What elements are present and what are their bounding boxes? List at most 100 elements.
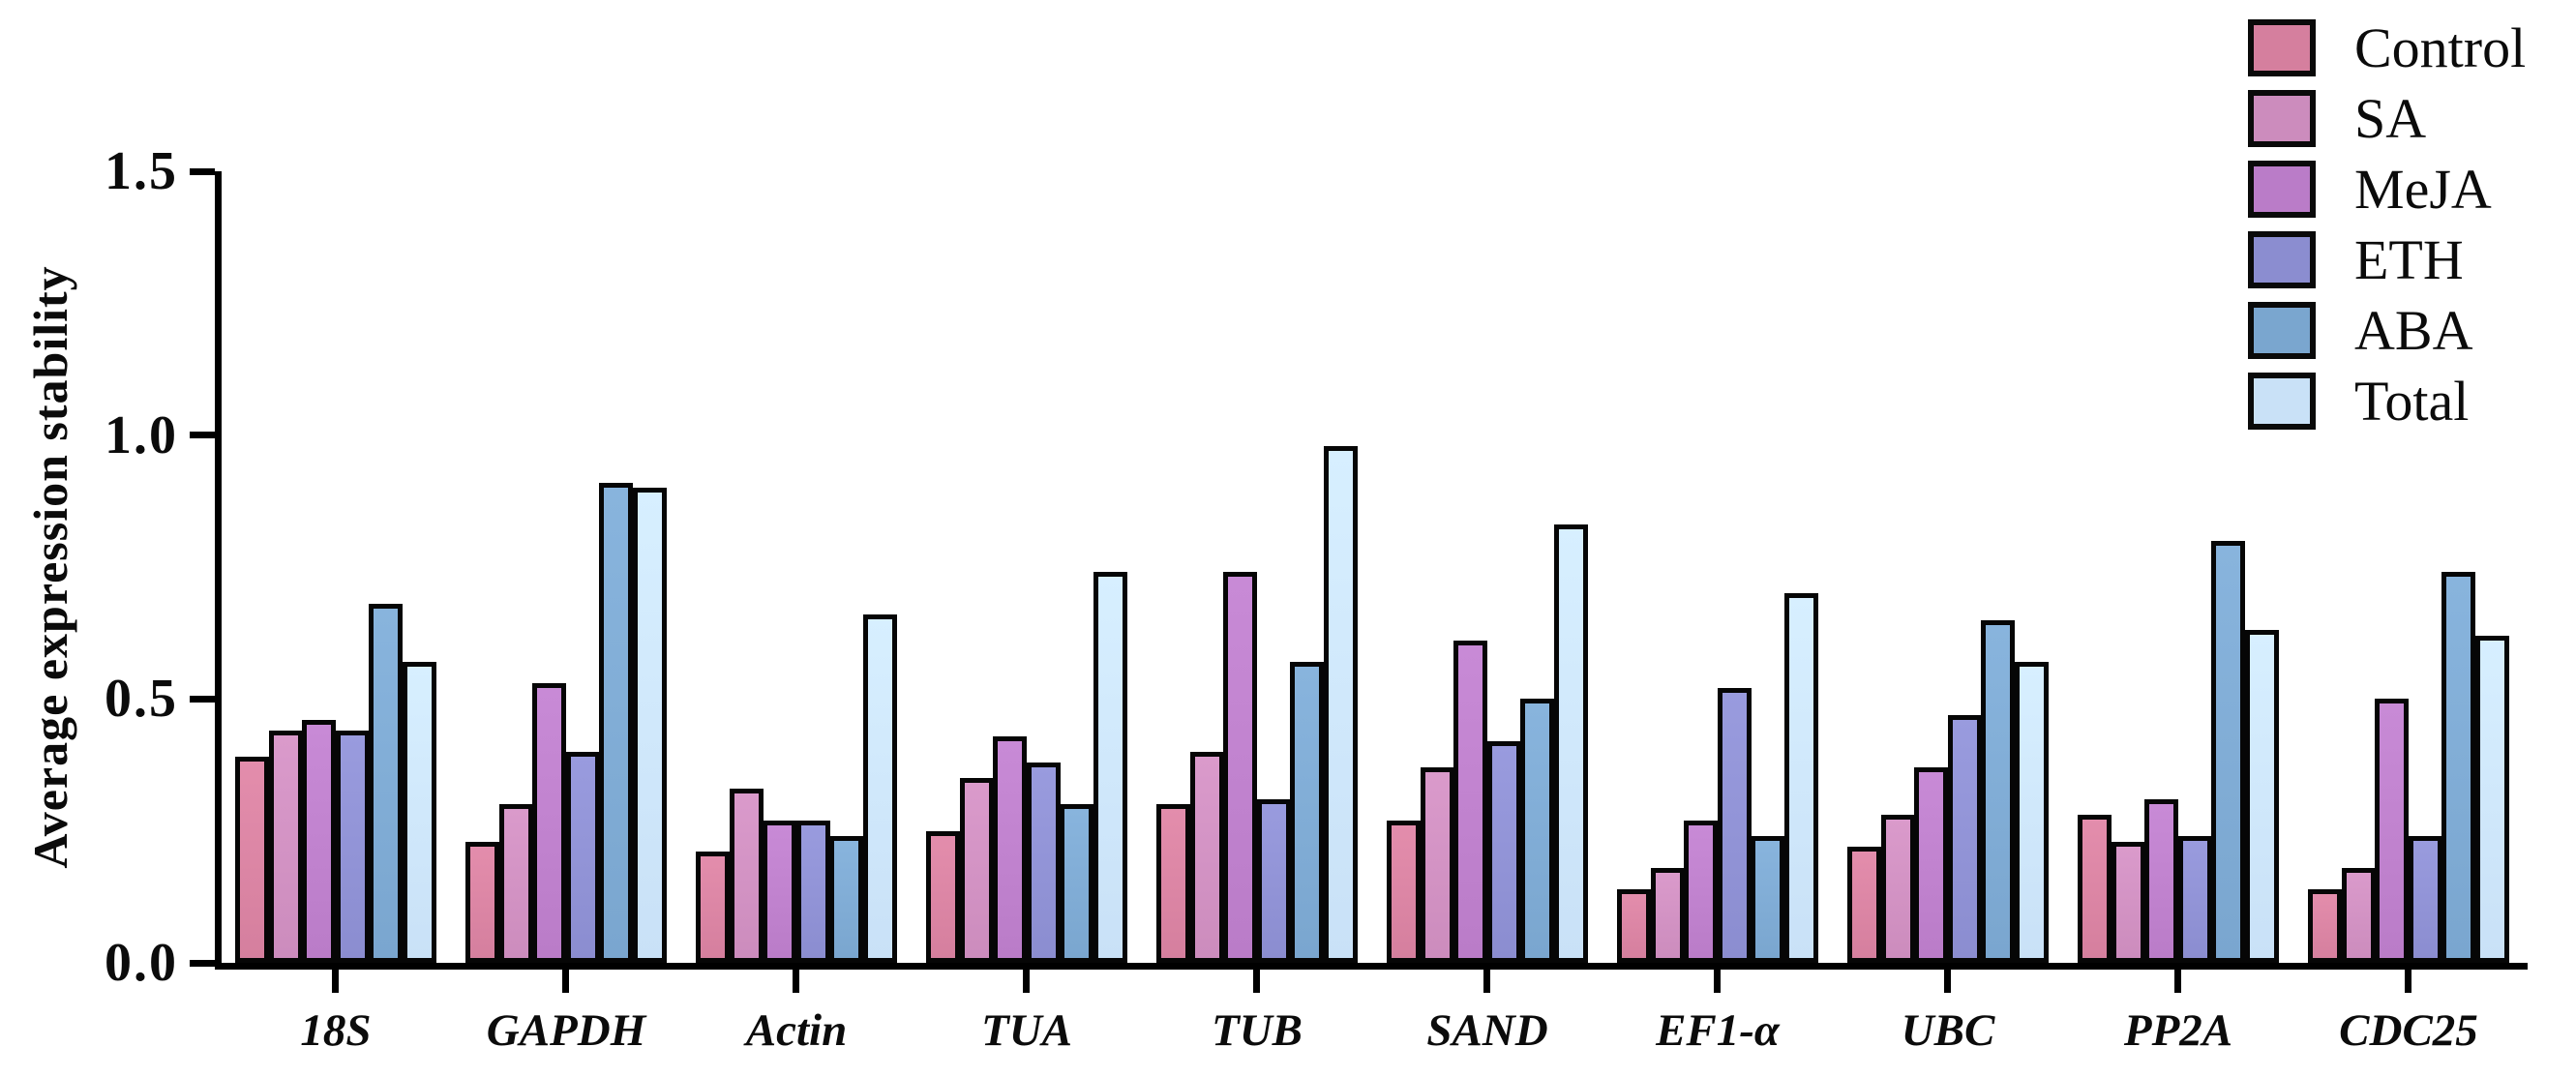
legend-label-Control: Control	[2354, 16, 2527, 79]
bar-UBC-ETH	[1948, 715, 1982, 963]
y-axis-title: Average expression stability	[23, 265, 77, 869]
legend-label-ETH: ETH	[2354, 228, 2464, 291]
legend-row-ABA: ABA	[2248, 299, 2526, 362]
bar-CDC25-MeJA	[2375, 699, 2409, 963]
bar-TUA-MeJA	[993, 736, 1027, 963]
bar-GAPDH-MeJA	[532, 683, 566, 963]
bar-UBC-SA	[1881, 815, 1915, 963]
bar-SAND-MeJA	[1453, 641, 1487, 963]
x-label-18S: 18S	[300, 1005, 372, 1056]
bar-SAND-Total	[1554, 524, 1588, 963]
y-tick-label-0.5: 0.5	[105, 669, 178, 729]
bar-PP2A-ETH	[2178, 836, 2212, 963]
x-tick-EF1-α	[1714, 970, 1721, 993]
bar-TUA-Total	[1093, 572, 1127, 963]
bar-GAPDH-ETH	[566, 752, 600, 963]
bar-SAND-ABA	[1520, 699, 1554, 963]
bar-UBC-Control	[1847, 847, 1881, 963]
bar-Actin-SA	[730, 789, 764, 963]
bar-EF1-α-Total	[1784, 593, 1818, 963]
x-tick-GAPDH	[562, 970, 569, 993]
bar-UBC-Total	[2015, 662, 2049, 963]
legend-row-Total: Total	[2248, 370, 2526, 433]
x-tick-18S	[332, 970, 339, 993]
bar-TUA-ABA	[1060, 804, 1093, 963]
y-tick-1.0	[190, 432, 215, 438]
bar-GAPDH-ABA	[599, 483, 633, 963]
legend-label-SA: SA	[2354, 87, 2427, 150]
bar-CDC25-ABA	[2441, 572, 2475, 963]
legend: Control SA MeJA ETH ABA Total	[2248, 16, 2526, 443]
legend-swatch-ETH	[2248, 231, 2316, 288]
bar-18S-Control	[235, 757, 269, 963]
bar-TUB-Total	[1324, 446, 1358, 963]
bar-TUB-Control	[1156, 804, 1190, 963]
y-tick-0.0	[190, 960, 215, 967]
x-label-EF1-α: EF1-α	[1656, 1005, 1780, 1056]
legend-label-Total: Total	[2354, 370, 2470, 433]
bar-EF1-α-MeJA	[1684, 821, 1718, 963]
bar-TUB-MeJA	[1223, 572, 1257, 963]
x-tick-UBC	[1944, 970, 1951, 993]
bar-18S-ETH	[336, 731, 370, 963]
legend-row-MeJA: MeJA	[2248, 158, 2526, 221]
x-label-Actin: Actin	[745, 1005, 848, 1056]
bar-GAPDH-Total	[633, 488, 667, 963]
plot-area	[215, 171, 2528, 970]
legend-swatch-ABA	[2248, 302, 2316, 359]
bar-CDC25-Total	[2475, 636, 2509, 963]
x-tick-CDC25	[2405, 970, 2411, 993]
x-label-UBC: UBC	[1901, 1005, 1995, 1056]
bar-SAND-Control	[1387, 821, 1421, 963]
bar-UBC-MeJA	[1914, 767, 1948, 963]
x-tick-TUA	[1023, 970, 1030, 993]
x-tick-TUB	[1253, 970, 1260, 993]
bar-CDC25-Control	[2308, 889, 2342, 963]
bar-SAND-SA	[1421, 767, 1454, 963]
x-tick-Actin	[793, 970, 799, 993]
legend-label-MeJA: MeJA	[2354, 158, 2492, 221]
bar-PP2A-ABA	[2211, 541, 2245, 963]
bar-PP2A-Total	[2245, 630, 2279, 963]
bar-SAND-ETH	[1487, 741, 1521, 963]
bar-Actin-Total	[863, 614, 897, 963]
legend-swatch-SA	[2248, 90, 2316, 147]
bar-UBC-ABA	[1981, 620, 2015, 963]
bar-Actin-Control	[696, 852, 730, 963]
bar-PP2A-Control	[2078, 815, 2112, 963]
y-tick-label-1.5: 1.5	[105, 141, 178, 201]
x-label-GAPDH: GAPDH	[486, 1005, 646, 1056]
bar-GAPDH-Control	[465, 842, 499, 963]
bar-EF1-α-SA	[1651, 868, 1685, 963]
bar-18S-Total	[403, 662, 436, 963]
x-label-PP2A: PP2A	[2123, 1005, 2233, 1056]
bar-CDC25-ETH	[2409, 836, 2442, 963]
legend-swatch-MeJA	[2248, 161, 2316, 218]
bar-PP2A-MeJA	[2144, 799, 2178, 963]
legend-row-ETH: ETH	[2248, 228, 2526, 291]
bar-TUB-ABA	[1290, 662, 1324, 963]
bar-TUB-ETH	[1257, 799, 1291, 963]
bar-Actin-ABA	[829, 836, 863, 963]
bar-TUA-Control	[926, 831, 960, 963]
bar-EF1-α-ETH	[1718, 688, 1752, 963]
y-tick-label-0.0: 0.0	[105, 933, 178, 993]
bar-TUA-SA	[960, 778, 994, 963]
x-tick-SAND	[1483, 970, 1490, 993]
x-label-CDC25: CDC25	[2339, 1005, 2478, 1056]
legend-label-ABA: ABA	[2354, 299, 2473, 362]
legend-row-SA: SA	[2248, 87, 2526, 150]
bar-TUB-SA	[1190, 752, 1224, 963]
bar-PP2A-SA	[2112, 842, 2145, 963]
legend-swatch-Control	[2248, 19, 2316, 76]
y-tick-1.5	[190, 168, 215, 175]
legend-swatch-Total	[2248, 373, 2316, 430]
bar-EF1-α-ABA	[1751, 836, 1784, 963]
x-label-SAND: SAND	[1426, 1005, 1548, 1056]
x-tick-PP2A	[2174, 970, 2181, 993]
y-tick-label-1.0: 1.0	[105, 405, 178, 465]
bar-Actin-MeJA	[763, 821, 796, 963]
bar-18S-ABA	[369, 604, 403, 963]
bar-Actin-ETH	[796, 821, 830, 963]
